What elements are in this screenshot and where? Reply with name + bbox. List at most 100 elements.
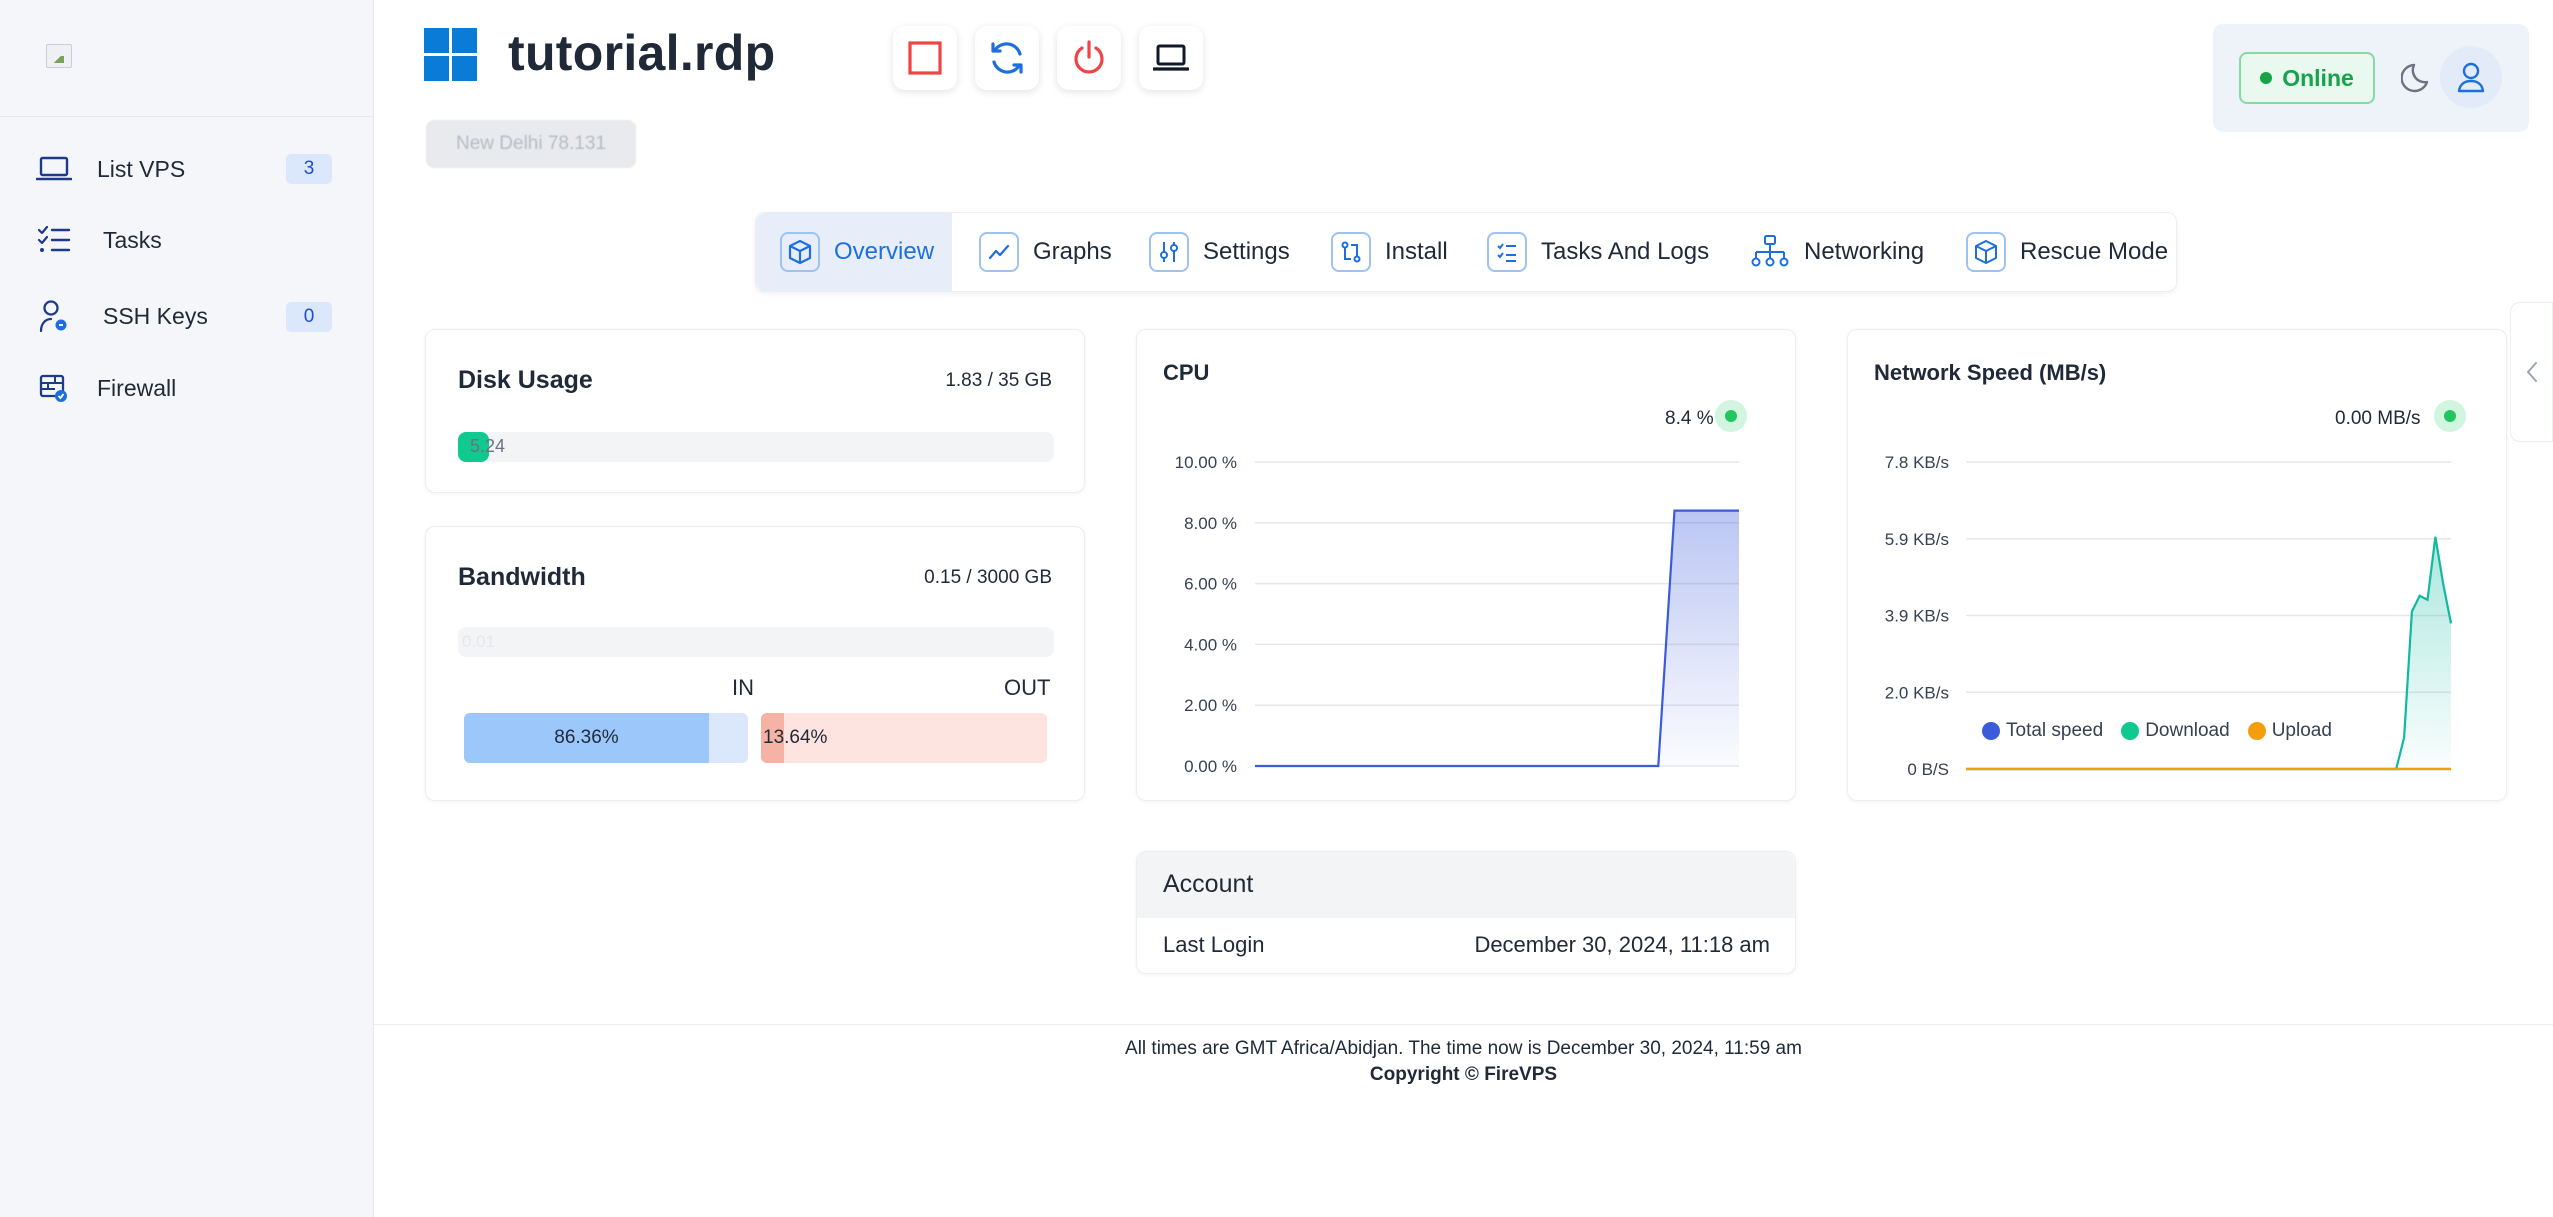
git-compare-icon <box>1331 232 1371 272</box>
y-tick-label: 6.00 % <box>1184 575 1237 594</box>
disk-usage-card: Disk Usage 1.83 / 35 GB 5.24 <box>425 329 1085 493</box>
cube-outline-icon <box>1966 232 2006 272</box>
broken-logo-image-icon[interactable] <box>46 44 72 68</box>
y-tick-label: 0.00 % <box>1184 757 1237 776</box>
logo-area <box>0 0 373 117</box>
last-login-label: Last Login <box>1163 932 1265 957</box>
stop-square-icon <box>908 41 942 75</box>
bandwidth-title: Bandwidth <box>458 563 586 591</box>
tab-tasks-and-logs[interactable]: Tasks And Logs <box>1487 213 1709 291</box>
account-card: Account Last Login December 30, 2024, 11… <box>1136 851 1796 974</box>
legend-upload[interactable]: Upload <box>2247 720 2332 742</box>
tab-rescue-mode[interactable]: Rescue Mode <box>1966 213 2168 291</box>
bandwidth-out-fill <box>761 713 785 763</box>
bandwidth-card: Bandwidth 0.15 / 3000 GB 0.01 IN OUT 86.… <box>425 526 1085 801</box>
chart-line-icon <box>979 232 1019 272</box>
restart-button[interactable] <box>975 26 1039 90</box>
network-card: Network Speed (MB/s) 7.8 KB/s 5.9 KB/s 3.9… <box>1847 329 2507 801</box>
tab-label: Networking <box>1804 238 1925 265</box>
bandwidth-in-label: IN <box>732 675 754 700</box>
tab-install[interactable]: Install <box>1331 213 1448 291</box>
sidebar-item-list-vps[interactable]: List VPS 3 <box>0 139 374 199</box>
tab-label: Tasks And Logs <box>1541 238 1710 265</box>
firewall-icon <box>36 370 72 406</box>
disk-usage-percent: 5.24 <box>470 436 506 456</box>
sidebar-item-ssh-keys[interactable]: SSH Keys 0 <box>0 286 374 346</box>
cube-icon <box>780 232 820 272</box>
cpu-card: CPU 10.00 % 8.00 % 6.00 % 4.00 % 2.00 % 0.00 … <box>1136 329 1796 801</box>
page-title: tutorial.rdp <box>508 25 776 81</box>
network-icon <box>1750 232 1790 272</box>
bandwidth-value: 0.15 / 3000 GB <box>924 567 1052 588</box>
legend-total-speed[interactable]: Total speed <box>1982 720 2103 742</box>
user-icon <box>2457 62 2485 93</box>
y-tick-label: 2.0 KB/s <box>1885 683 1949 702</box>
network-title: Network Speed (MB/s) <box>1874 360 2107 385</box>
account-header: Account <box>1137 852 1795 918</box>
power-icon <box>1074 40 1104 74</box>
y-tick-label: 10.00 % <box>1175 453 1237 472</box>
sidebar-item-label: SSH Keys <box>103 302 208 329</box>
disk-usage-value: 1.83 / 35 GB <box>945 370 1052 391</box>
power-button[interactable] <box>1057 26 1121 90</box>
chevron-left-icon <box>2526 362 2537 382</box>
network-current-value: 0.00 MB/s <box>2335 408 2421 429</box>
user-key-icon <box>36 298 72 334</box>
footer-divider <box>374 1024 2553 1025</box>
y-tick-label: 7.8 KB/s <box>1885 453 1949 472</box>
stop-button[interactable] <box>893 26 957 90</box>
disk-usage-fill <box>458 432 490 462</box>
legend-download[interactable]: Download <box>2121 720 2230 742</box>
cpu-live-indicator-icon <box>1715 400 1747 432</box>
y-tick-label: 2.00 % <box>1184 696 1237 715</box>
collapse-panel-button[interactable] <box>2510 302 2553 442</box>
network-live-indicator-icon <box>2434 400 2466 432</box>
network-legend: Total speed Download Upload <box>1982 720 2332 742</box>
disk-usage-progress: 5.24 <box>458 432 1054 462</box>
tab-label: Graphs <box>1033 238 1112 265</box>
status-badge: Online <box>2239 52 2375 104</box>
sidebar-item-tasks[interactable]: Tasks <box>0 210 374 270</box>
series-line <box>1255 509 1739 768</box>
sidebar-item-firewall[interactable]: Firewall <box>0 358 374 418</box>
console-button[interactable] <box>1139 26 1203 90</box>
y-tick-label: 5.9 KB/s <box>1885 530 1949 549</box>
bandwidth-in-bar: 86.36% <box>464 713 748 763</box>
cpu-chart: 10.00 % 8.00 % 6.00 % 4.00 % 2.00 % 0.00 % <box>1175 453 1739 776</box>
tab-label: Rescue Mode <box>2020 238 2169 265</box>
sidebar-item-label: Tasks <box>103 226 162 253</box>
tab-overview[interactable]: Overview <box>756 213 952 291</box>
tab-bar: Overview Graphs Settings Install Tasks A… <box>755 212 2177 292</box>
y-tick-label: 0 B/S <box>1907 760 1949 779</box>
moon-icon[interactable] <box>2400 60 2435 99</box>
cpu-title: CPU <box>1163 360 1210 385</box>
ssh-keys-count-badge: 0 <box>286 302 332 332</box>
tab-label: Overview <box>834 238 935 265</box>
bandwidth-out-percent: 13.64% <box>763 727 828 748</box>
bandwidth-in-fill <box>464 713 710 763</box>
series-area <box>1255 510 1739 766</box>
online-dot-icon <box>2260 72 2273 84</box>
sliders-icon <box>1149 232 1189 272</box>
tab-settings[interactable]: Settings <box>1149 213 1290 291</box>
tab-label: Install <box>1385 238 1448 265</box>
bandwidth-in-percent: 86.36% <box>554 727 619 748</box>
avatar[interactable] <box>2440 46 2502 108</box>
status-label: Online <box>2282 64 2354 91</box>
laptop-icon <box>1153 44 1189 71</box>
footer-copyright: Copyright © FireVPS <box>1369 1064 1558 1085</box>
checklist-icon <box>36 222 72 258</box>
sidebar-item-label: Firewall <box>97 374 177 401</box>
bandwidth-percent: 0.01 <box>462 632 496 651</box>
vps-count-badge: 3 <box>286 154 332 184</box>
tab-networking[interactable]: Networking <box>1750 213 1924 291</box>
disk-usage-title: Disk Usage <box>458 366 593 394</box>
sidebar-item-label: List VPS <box>97 155 186 182</box>
windows-logo-icon <box>424 28 477 81</box>
sidebar: List VPS 3 Tasks SSH Keys 0 Firewall <box>0 0 374 1217</box>
laptop-icon <box>36 151 72 187</box>
status-panel: Online <box>2213 24 2529 132</box>
y-tick-label: 8.00 % <box>1184 514 1237 533</box>
tab-graphs[interactable]: Graphs <box>979 213 1112 291</box>
last-login-value: December 30, 2024, 11:18 am <box>1474 932 1770 957</box>
